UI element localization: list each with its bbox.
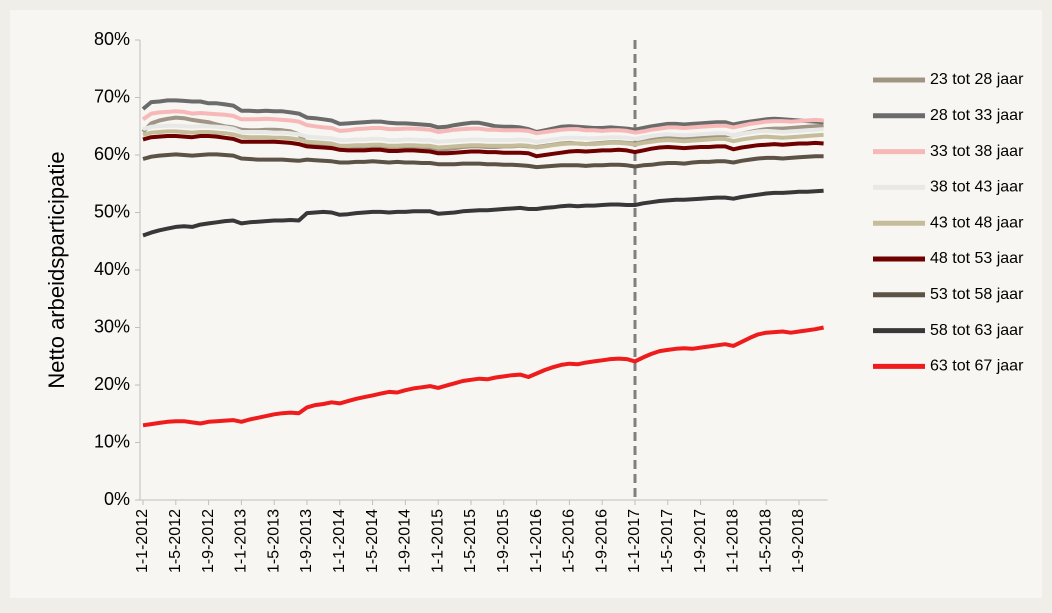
legend-label: 43 tot 48 jaar — [930, 214, 1024, 231]
y-tick-label: 40% — [94, 259, 130, 279]
legend-label: 53 tot 58 jaar — [930, 286, 1024, 303]
x-tick-label: 1-5-2018 — [757, 509, 774, 573]
y-tick-label: 70% — [94, 86, 130, 106]
y-tick-label: 60% — [94, 144, 130, 164]
legend-label: 33 tot 38 jaar — [930, 143, 1024, 160]
x-tick-label: 1-9-2018 — [790, 509, 807, 573]
y-tick-label: 0% — [104, 489, 130, 509]
legend-label: 38 tot 43 jaar — [930, 179, 1024, 196]
legend-label: 63 tot 67 jaar — [930, 358, 1024, 375]
legend-label: 28 tot 33 jaar — [930, 107, 1024, 124]
x-tick-label: 1-9-2017 — [692, 509, 709, 573]
series-line — [142, 325, 825, 428]
x-tick-label: 1-5-2014 — [364, 509, 381, 573]
x-tick-label: 1-9-2016 — [593, 509, 610, 573]
y-tick-label: 10% — [94, 431, 130, 451]
x-tick-label: 1-9-2012 — [200, 509, 217, 573]
x-tick-label: 1-1-2012 — [134, 509, 151, 573]
x-tick-label: 1-1-2017 — [626, 509, 643, 573]
x-tick-label: 1-1-2018 — [725, 509, 742, 573]
chart-area — [10, 10, 1042, 598]
y-axis-label: Netto arbeidsparticipatie — [44, 151, 69, 388]
x-tick-label: 1-9-2013 — [298, 509, 315, 573]
x-tick-label: 1-1-2013 — [233, 509, 250, 573]
legend-label: 58 tot 63 jaar — [930, 322, 1024, 339]
x-tick-label: 1-1-2015 — [429, 509, 446, 573]
x-tick-label: 1-5-2017 — [659, 509, 676, 573]
series-line — [142, 152, 824, 170]
x-tick-label: 1-5-2015 — [462, 509, 479, 573]
x-tick-label: 1-9-2014 — [397, 509, 414, 573]
legend-label: 23 tot 28 jaar — [930, 71, 1024, 88]
y-tick-label: 50% — [94, 201, 130, 221]
y-tick-label: 80% — [94, 29, 130, 49]
series-line — [142, 123, 824, 144]
series-line — [142, 129, 824, 150]
x-tick-label: 1-1-2016 — [528, 509, 545, 573]
x-tick-label: 1-9-2015 — [495, 509, 512, 573]
x-tick-label: 1-5-2013 — [265, 509, 282, 573]
series-line — [142, 134, 824, 159]
series-line — [142, 188, 824, 238]
x-tick-label: 1-5-2012 — [167, 509, 184, 573]
series-line — [141, 98, 824, 134]
y-tick-label: 30% — [94, 316, 130, 336]
x-tick-label: 1-5-2016 — [561, 509, 578, 573]
y-tick-label: 20% — [94, 374, 130, 394]
legend-label: 48 tot 53 jaar — [930, 250, 1024, 267]
x-tick-label: 1-1-2014 — [331, 509, 348, 573]
series-line — [141, 109, 824, 136]
